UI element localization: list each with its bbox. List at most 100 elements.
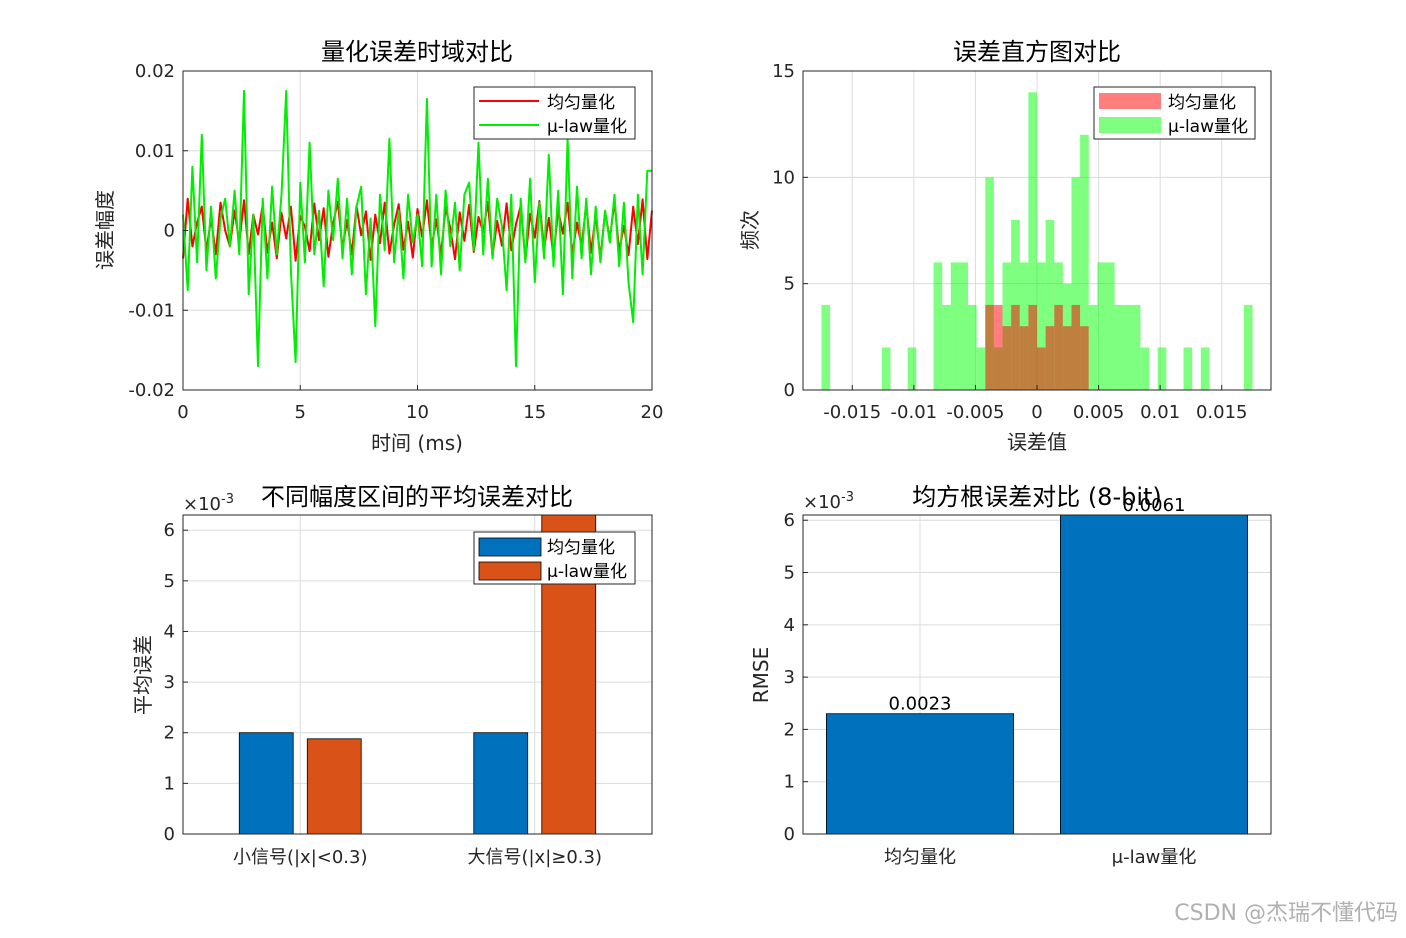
chart-title: 均方根误差对比 (8-bit) bbox=[912, 483, 1162, 511]
y-tick-label: 5 bbox=[784, 274, 795, 295]
time-domain-plot: 0 5 10 15 20 -0.02 -0.01 0 0.01 0.02 量化误差时域对比 时间 … bbox=[93, 38, 663, 455]
mulaw-hist-bar bbox=[1105, 262, 1115, 390]
axes-frame bbox=[802, 514, 1272, 835]
y-tick-label: 2 bbox=[164, 723, 175, 744]
mulaw-hist-bar bbox=[933, 262, 943, 390]
y-tick-label: 3 bbox=[784, 667, 795, 688]
uniform-hist-bar bbox=[1054, 304, 1063, 390]
y-tick-label: 4 bbox=[164, 621, 175, 642]
x-tick-label: 0 bbox=[177, 402, 188, 423]
chart-title: 不同幅度区间的平均误差对比 bbox=[261, 483, 573, 511]
tick-labels: 均匀量化 μ-law量化 0 1 2 3 4 5 6 bbox=[784, 510, 1197, 868]
x-tick-label: 大信号(|x|≥0.3) bbox=[467, 847, 602, 868]
y-tick-label: 0.01 bbox=[135, 141, 175, 162]
y-tick-label: 0.02 bbox=[135, 61, 175, 82]
y-axis-label: 误差幅度 bbox=[93, 190, 117, 270]
tick-labels: 小信号(|x|<0.3) 大信号(|x|≥0.3) 0 1 2 3 4 5 6 bbox=[164, 520, 602, 868]
mulaw-hist-bar bbox=[1157, 347, 1167, 390]
mulaw-hist-bar bbox=[1080, 134, 1089, 390]
uniform-bar bbox=[473, 732, 529, 835]
uniform-bar bbox=[238, 732, 294, 835]
legend-swatch-mulaw bbox=[478, 561, 542, 581]
legend-swatch-uniform bbox=[1099, 93, 1161, 109]
mulaw-hist-bar bbox=[1037, 262, 1046, 390]
x-tick-label: -0.005 bbox=[946, 402, 1004, 423]
axes-frame bbox=[182, 514, 653, 835]
mulaw-hist-bar bbox=[821, 304, 831, 390]
chart-title: 误差直方图对比 bbox=[953, 38, 1121, 66]
x-tick-label: μ-law量化 bbox=[1112, 847, 1197, 868]
uniform-hist-bar bbox=[1062, 326, 1072, 390]
legend-swatch-mulaw bbox=[1099, 117, 1161, 133]
mulaw-hist-bar bbox=[959, 262, 969, 390]
legend: 均匀量化 μ-law量化 bbox=[1093, 86, 1256, 140]
y-tick-label: 1 bbox=[784, 772, 795, 793]
y-axis-label: RMSE bbox=[749, 647, 773, 703]
x-tick-label: 均匀量化 bbox=[884, 847, 956, 868]
y-axis-label: 平均误差 bbox=[131, 635, 155, 715]
mulaw-hist-bar bbox=[1071, 177, 1081, 390]
mulaw-hist-bar bbox=[1088, 304, 1098, 390]
mulaw-hist-bar bbox=[976, 347, 986, 390]
rmse-bars: 0.0023 0.0061 bbox=[826, 495, 1249, 835]
histogram-bars bbox=[821, 92, 1253, 391]
grouped-bars bbox=[238, 514, 597, 835]
uniform-hist-bar bbox=[1002, 326, 1012, 390]
plot-lines bbox=[182, 89, 653, 368]
legend: 均匀量化 μ-law量化 bbox=[473, 531, 636, 585]
x-tick-label: 0.015 bbox=[1196, 402, 1248, 423]
mulaw-hist-bar bbox=[1131, 304, 1141, 390]
mulaw-hist-bar bbox=[1200, 347, 1210, 390]
x-tick-label: 小信号(|x|<0.3) bbox=[233, 847, 368, 868]
y-tick-label: 5 bbox=[164, 571, 175, 592]
y-tick-label: 2 bbox=[784, 719, 795, 740]
mulaw-hist-bar bbox=[1123, 304, 1132, 390]
rmse-plot: 0.0023 0.0061 均匀量化 μ-law量化 0 1 2 3 4 5 6 ×10-3 均方… bbox=[749, 483, 1272, 868]
mulaw-error-line bbox=[182, 89, 652, 368]
rmse-data-label: 0.0023 bbox=[889, 694, 952, 715]
y-tick-label: 0 bbox=[164, 221, 175, 242]
y-tick-label: 5 bbox=[784, 563, 795, 584]
legend-label-uniform: 均匀量化 bbox=[1168, 93, 1236, 113]
mulaw-hist-bar bbox=[942, 304, 951, 390]
uniform-hist-bar bbox=[1019, 326, 1029, 390]
legend-label-mulaw: μ-law量化 bbox=[1168, 117, 1248, 137]
y-exponent: ×10-3 bbox=[803, 490, 854, 514]
uniform-hist-bar bbox=[1037, 347, 1046, 390]
watermark: CSDN @杰瑞不懂代码 bbox=[1174, 901, 1398, 926]
y-tick-label: -0.02 bbox=[128, 380, 175, 401]
mulaw-hist-bar bbox=[950, 262, 960, 390]
uniform-hist-bar bbox=[1045, 326, 1055, 390]
mulaw-hist-bar bbox=[1183, 347, 1193, 390]
x-tick-label: 0.01 bbox=[1140, 402, 1180, 423]
mulaw-hist-bar bbox=[1243, 304, 1253, 390]
y-tick-label: 1 bbox=[164, 773, 175, 794]
y-tick-label: 6 bbox=[164, 520, 175, 541]
mulaw-hist-bar bbox=[1028, 92, 1037, 391]
legend-label-mulaw: μ-law量化 bbox=[547, 117, 627, 137]
rmse-data-label: 0.0061 bbox=[1123, 495, 1186, 516]
uniform-hist-bar bbox=[993, 304, 1003, 390]
region-error-plot: 小信号(|x|<0.3) 大信号(|x|≥0.3) 0 1 2 3 4 5 6 ×10-3 不同… bbox=[131, 483, 653, 868]
x-tick-label: 0 bbox=[1031, 402, 1042, 423]
x-tick-label: -0.01 bbox=[891, 402, 938, 423]
x-tick-label: 5 bbox=[295, 402, 306, 423]
uniform-hist-bar bbox=[1028, 304, 1037, 390]
rmse-bar bbox=[1060, 514, 1249, 835]
y-axis-label: 频次 bbox=[738, 210, 762, 250]
uniform-hist-bar bbox=[1071, 304, 1081, 390]
rmse-bar bbox=[826, 713, 1015, 835]
y-tick-label: 6 bbox=[784, 510, 795, 531]
mulaw-hist-bar bbox=[1114, 304, 1124, 390]
x-axis-label: 时间 (ms) bbox=[371, 431, 463, 455]
x-tick-label: 15 bbox=[523, 402, 546, 423]
uniform-hist-bar bbox=[1011, 304, 1020, 390]
mulaw-hist-bar bbox=[1097, 262, 1106, 390]
y-tick-label: 0 bbox=[784, 824, 795, 845]
y-tick-label: 0 bbox=[784, 380, 795, 401]
histogram-plot: -0.015 -0.01 -0.005 0 0.005 0.01 0.015 0 5 10 15 误… bbox=[738, 38, 1272, 454]
x-tick-label: 10 bbox=[406, 402, 429, 423]
y-tick-label: -0.01 bbox=[128, 300, 175, 321]
x-tick-label: 0.005 bbox=[1073, 402, 1125, 423]
